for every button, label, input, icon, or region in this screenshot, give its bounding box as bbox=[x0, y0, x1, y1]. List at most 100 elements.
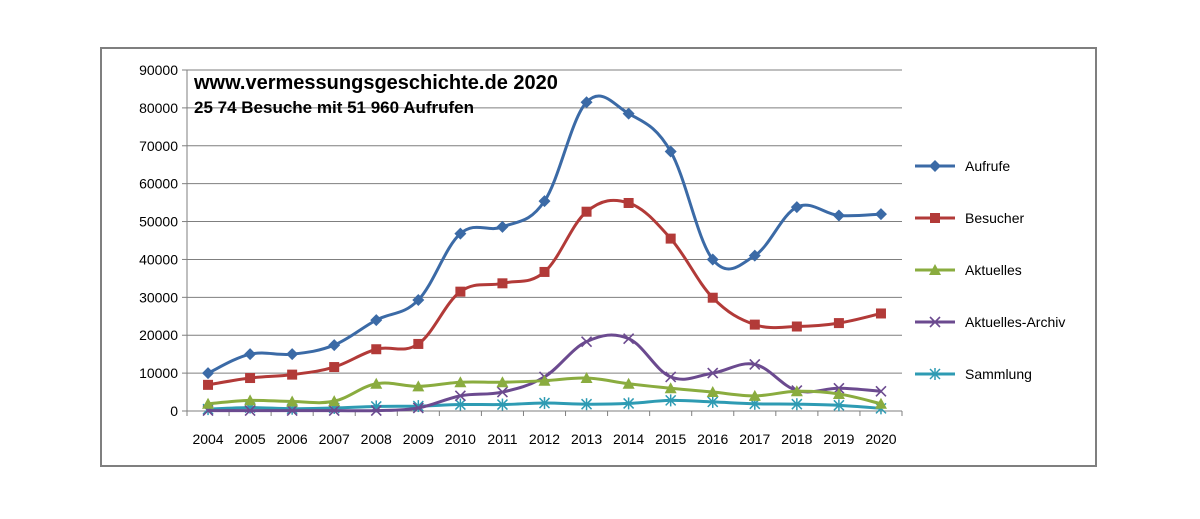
data-point-besucher-2009 bbox=[413, 338, 424, 349]
data-point-aktuelles-archiv-2011 bbox=[496, 386, 509, 398]
marker-stroke bbox=[707, 367, 719, 379]
x-tick-label: 2009 bbox=[403, 431, 434, 447]
x-tick-label: 2017 bbox=[739, 431, 770, 447]
data-point-besucher-2012 bbox=[539, 266, 550, 277]
data-point-besucher-2019 bbox=[833, 318, 844, 329]
data-point-aktuelles-2004 bbox=[202, 397, 215, 409]
marker-stroke bbox=[496, 386, 509, 398]
x-tick-label: 2015 bbox=[655, 431, 686, 447]
legend-marker bbox=[929, 264, 941, 275]
x-tick-label: 2013 bbox=[571, 431, 602, 447]
x-tick-label: 2008 bbox=[361, 431, 392, 447]
data-point-aktuelles-2018 bbox=[790, 385, 803, 397]
line-chart: 0 10000 20000 30000 40000 50000 60000 70000 8000… bbox=[139, 62, 1065, 447]
data-point-sammlung-2013 bbox=[581, 398, 593, 411]
legend-label: Aufrufe bbox=[965, 158, 1010, 174]
series-aufrufe bbox=[202, 94, 887, 380]
marker-stroke bbox=[370, 405, 382, 417]
data-point-aktuelles-2014 bbox=[622, 377, 635, 389]
data-point-besucher-2007 bbox=[329, 362, 340, 373]
y-tick-label: 0 bbox=[170, 403, 178, 419]
data-point-aktuelles-2009 bbox=[412, 380, 425, 392]
chart-frame: 0 10000 20000 30000 40000 50000 60000 70000 8000… bbox=[100, 47, 1097, 467]
data-point-sammlung-2011 bbox=[496, 398, 508, 411]
axes: 0 10000 20000 30000 40000 50000 60000 70000 8000… bbox=[139, 62, 903, 447]
x-tick-label: 2011 bbox=[487, 431, 517, 447]
data-point-aktuelles-2016 bbox=[706, 386, 719, 398]
marker-stroke bbox=[665, 371, 677, 383]
data-point-aktuelles-archiv-2005 bbox=[244, 405, 256, 417]
data-point-aufrufe-2017 bbox=[748, 249, 761, 262]
data-point-aufrufe-2011 bbox=[496, 220, 509, 233]
legend-label: Aktuelles-Archiv bbox=[965, 314, 1065, 330]
legend-marker bbox=[929, 316, 941, 328]
data-point-besucher-2016 bbox=[707, 292, 718, 303]
data-point-aktuelles-archiv-2007 bbox=[328, 405, 340, 417]
y-tick-label: 30000 bbox=[139, 289, 178, 305]
data-point-sammlung-2016 bbox=[707, 395, 719, 408]
data-point-besucher-2008 bbox=[371, 344, 382, 355]
legend-marker bbox=[929, 160, 941, 172]
data-point-aktuelles-2015 bbox=[664, 382, 677, 394]
data-point-aktuelles-archiv-2010 bbox=[454, 390, 466, 402]
legend-label: Aktuelles bbox=[965, 262, 1022, 278]
data-point-aktuelles-2005 bbox=[244, 394, 257, 406]
data-point-aktuelles-2017 bbox=[748, 389, 761, 401]
data-point-besucher-2011 bbox=[497, 278, 508, 289]
x-tick-label: 2004 bbox=[192, 431, 223, 447]
x-tick-label: 2010 bbox=[445, 431, 476, 447]
x-tick-label: 2007 bbox=[319, 431, 350, 447]
data-point-aufrufe-2019 bbox=[832, 209, 845, 222]
data-point-aktuelles-archiv-2006 bbox=[286, 405, 298, 417]
data-point-aktuelles-2008 bbox=[370, 377, 383, 389]
data-point-aktuelles-archiv-2020 bbox=[875, 385, 887, 397]
legend-item-sammlung: Sammlung bbox=[915, 366, 1032, 382]
data-point-aufrufe-2015 bbox=[664, 145, 677, 158]
legend-item-aufrufe: Aufrufe bbox=[915, 158, 1010, 174]
series-besucher bbox=[203, 197, 886, 390]
data-point-aktuelles-2013 bbox=[580, 372, 593, 384]
data-point-besucher-2005 bbox=[245, 373, 256, 384]
data-point-sammlung-2015 bbox=[665, 394, 677, 407]
data-point-aufrufe-2007 bbox=[328, 339, 341, 352]
data-point-sammlung-2014 bbox=[623, 397, 635, 410]
marker-stroke bbox=[875, 385, 887, 397]
marker-stroke bbox=[749, 358, 761, 370]
series-line-aufrufe bbox=[207, 94, 882, 375]
data-point-besucher-2020 bbox=[875, 308, 886, 319]
legend: Aufrufe Besucher Aktuelles Aktuelles-Archiv… bbox=[915, 158, 1065, 382]
data-point-aufrufe-2004 bbox=[202, 367, 215, 380]
marker-stroke bbox=[412, 402, 424, 414]
data-point-sammlung-2019 bbox=[833, 399, 845, 412]
data-point-besucher-2014 bbox=[623, 197, 634, 208]
marker-stroke bbox=[328, 405, 340, 417]
data-point-aufrufe-2014 bbox=[622, 107, 635, 120]
legend-label: Sammlung bbox=[965, 366, 1032, 382]
data-point-aktuelles-2011 bbox=[496, 376, 509, 388]
data-point-besucher-2013 bbox=[581, 206, 592, 217]
data-point-besucher-2006 bbox=[287, 369, 298, 380]
data-point-besucher-2010 bbox=[455, 286, 466, 297]
marker-stroke bbox=[244, 405, 256, 417]
y-tick-label: 80000 bbox=[139, 100, 178, 116]
x-tick-label: 2006 bbox=[277, 431, 308, 447]
data-point-aktuelles-archiv-2013 bbox=[580, 336, 593, 348]
x-tick-label: 2020 bbox=[865, 431, 896, 447]
y-tick-label: 10000 bbox=[139, 365, 178, 381]
legend-item-besucher: Besucher bbox=[915, 210, 1024, 226]
marker-stroke bbox=[454, 390, 466, 402]
data-point-aktuelles-archiv-2008 bbox=[370, 405, 382, 417]
series-line-besucher bbox=[207, 198, 882, 387]
x-tick-label: 2016 bbox=[697, 431, 728, 447]
data-point-aktuelles-archiv-2015 bbox=[665, 371, 677, 383]
y-tick-label: 60000 bbox=[139, 176, 178, 192]
legend-marker bbox=[929, 368, 941, 380]
data-point-besucher-2018 bbox=[791, 321, 802, 332]
data-point-aufrufe-2012 bbox=[538, 195, 551, 208]
legend-label: Besucher bbox=[965, 210, 1024, 226]
data-point-besucher-2015 bbox=[665, 233, 676, 244]
data-point-aktuelles-2007 bbox=[328, 395, 341, 407]
chart-subtitle: 25 74 Besuche mit 51 960 Aufrufen bbox=[194, 98, 474, 117]
x-tick-label: 2014 bbox=[613, 431, 644, 447]
data-point-aktuelles-2006 bbox=[286, 395, 299, 407]
